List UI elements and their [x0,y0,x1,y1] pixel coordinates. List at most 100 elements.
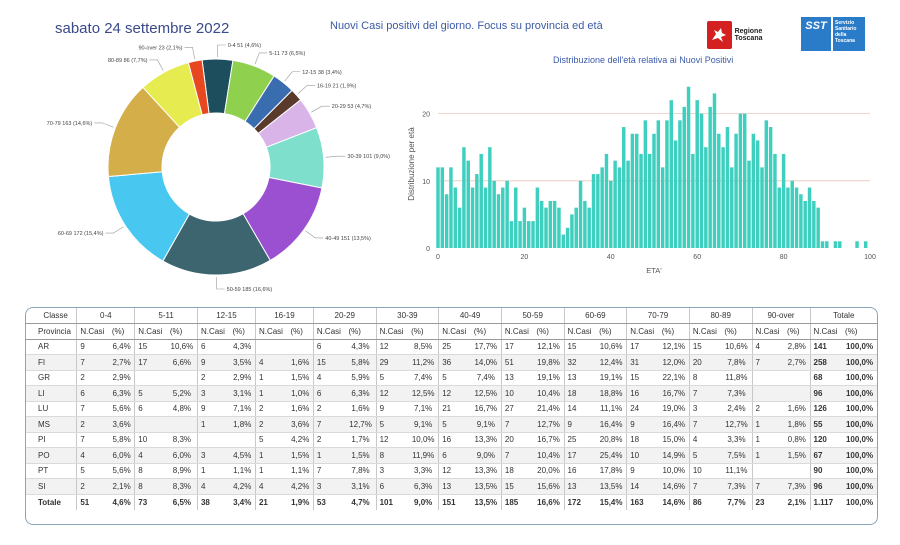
pct-cell: 8,5% [408,339,439,355]
histogram-y-tick: 10 [422,179,430,186]
ncasi-cell [751,370,785,386]
histogram-bar [704,147,708,248]
ncasi-cell: 15 [312,354,346,371]
pct-cell: 19,8% [533,354,565,371]
ncasi-cell: 96 [809,478,843,495]
table-row: PT 5 5,6% 8 8,9% 1 1,1% 1 1,1% 7 7,8% 3 3,3% 12 13,3% 1… [26,463,877,479]
ncasi-cell: 172 [563,494,597,510]
ncasi-cell: 2 [196,370,230,386]
ncasi-cell: 16 [438,432,471,448]
donut-slice-label: 16-19 21 (1,9%) [317,84,357,90]
pct-cell: 7,3% [721,478,753,495]
pct-cell: 11,1% [721,463,753,479]
ncasi-cell: 7 [688,478,722,495]
sst-logo-mark: SST [801,17,831,51]
pct-cell: 100,0% [842,478,877,495]
pct-cell: 1,5% [287,447,314,464]
ncasi-subheader: N.Casi [254,323,288,340]
ncasi-cell: 126 [809,401,843,417]
pct-cell: 7,7% [721,494,753,510]
ncasi-cell: 5 [438,370,471,386]
pct-cell: 7,8% [721,354,753,371]
pct-cell: 22,1% [658,370,690,386]
pct-cell: 13,5% [596,478,627,495]
donut-slice-label: 20-29 53 (4,7%) [332,104,372,110]
histogram-bar [825,241,829,248]
pct-cell: 14,9% [658,447,690,464]
ncasi-cell: 20 [688,354,722,371]
pct-cell: 3,3% [408,463,439,479]
pct-cell: 100,0% [842,401,877,417]
pct-cell: 100,0% [842,494,877,510]
donut-slice-label: 80-89 86 (7,7%) [108,58,148,64]
histogram-bar [501,187,505,248]
ncasi-cell: 1 [751,447,785,464]
pct-cell: 19,1% [596,370,627,386]
pct-cell [166,416,198,433]
histogram-bar [755,140,760,248]
pct-cell: 13,5% [470,478,502,495]
ncasi-cell: 3 [196,385,230,402]
ncasi-cell: 2 [312,432,346,448]
pct-cell: 5,8% [345,354,377,371]
donut-leader-line [284,71,301,82]
donut-slice-label: 5-11 73 (6,5%) [269,51,305,57]
histogram-bar [518,221,522,248]
table-row: PO 4 6,0% 4 6,0% 3 4,5% 1 1,5% 1 1,5% 8 11,9% 6 9,0% 7 1… [26,447,877,464]
pct-cell: 10,6% [166,339,198,355]
ncasi-cell [134,416,167,433]
pct-cell [784,463,810,479]
ncasi-cell: 3 [375,463,409,479]
pct-cell: 4,2% [287,478,314,495]
pct-cell: 3,4% [229,494,256,510]
donut-slice-label: 12-15 38 (3,4%) [302,70,342,76]
histogram-bar [820,241,825,248]
histogram-bar [673,140,678,248]
ncasi-cell: 12 [438,463,471,479]
ncasi-cell: 10 [626,447,659,464]
regione-toscana-label: Regione Toscana [734,28,763,42]
pct-cell: 16,7% [658,385,690,402]
province-cell: GR [26,370,77,386]
pct-cell: 16,4% [596,416,627,433]
ncasi-cell: 5 [254,432,288,448]
histogram-y-tick: 0 [426,246,430,253]
table-row: AR 9 6,4% 15 10,6% 6 4,3% 6 4,3% 12 8,5% 25 17,7% 17 1… [26,339,877,355]
ncasi-cell: 15 [134,339,167,355]
ncasi-cell: 20 [500,432,534,448]
sst-logo-text: Servizio Sanitario della Toscana [833,17,865,51]
ncasi-cell [254,339,288,355]
histogram-bar [751,133,756,248]
pct-cell: 14,0% [470,354,502,371]
pct-cell: 4,6% [108,494,135,510]
pct-cell: 15,0% [658,432,690,448]
pct-cell: 11,9% [408,447,439,464]
pct-cell: 15,4% [596,494,627,510]
ncasi-cell: 7 [500,416,534,433]
ncasi-cell: 17 [134,354,167,371]
histogram-bar [777,187,782,248]
pct-cell: 4,5% [229,447,256,464]
pct-cell: 10,0% [658,463,690,479]
histogram-x-tick: 40 [607,254,615,261]
pct-cell: 9,1% [470,416,502,433]
ncasi-cell: 24 [626,401,659,417]
histogram-bar [622,127,626,248]
histogram-bar [747,160,751,248]
histogram-bar [509,221,514,248]
pct-cell: 1,6% [784,401,810,417]
ncasi-subheader: N.Casi [809,323,843,340]
ncasi-subheader: N.Casi [438,323,471,340]
ncasi-cell: 23 [751,494,785,510]
ncasi-cell [751,463,785,479]
histogram-x-tick: 100 [864,254,876,261]
ncasi-cell: 3 [312,478,346,495]
pct-subheader: (%) [721,323,753,340]
ncasi-cell: 7 [751,478,785,495]
pct-cell [784,385,810,402]
ncasi-cell: 8 [688,370,722,386]
histogram-bar [449,167,453,248]
pct-subheader: (%) [408,323,439,340]
ncasi-cell: 163 [626,494,659,510]
donut-leader-line [217,44,226,58]
